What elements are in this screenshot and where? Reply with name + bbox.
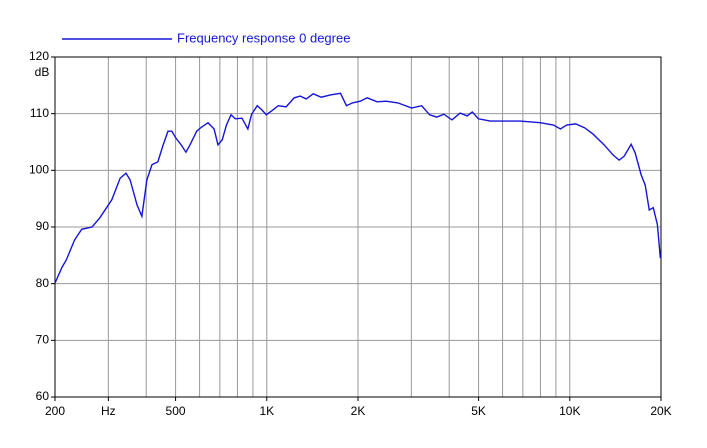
y-tick-label: 110 [30,106,49,120]
y-tick-label: 100 [29,163,49,177]
x-tick-label: 2K [351,404,366,418]
x-tick-label: 20K [650,404,671,418]
x-tick-label: Hz [101,404,116,418]
y-axis-label: dB [35,65,50,79]
y-tick-label: 70 [36,333,50,347]
x-tick-label: 10K [559,404,580,418]
x-tick-label: 500 [166,404,186,418]
y-tick-label: 60 [36,389,50,403]
y-tick-label: 120 [29,49,49,63]
x-tick-label: 5K [471,404,486,418]
legend-text: Frequency response 0 degree [177,30,350,45]
y-tick-label: 90 [36,219,50,233]
y-tick-label: 80 [36,276,50,290]
x-tick-label: 200 [45,404,65,418]
series-line [54,92,662,284]
x-tick-label: 1K [259,404,274,418]
